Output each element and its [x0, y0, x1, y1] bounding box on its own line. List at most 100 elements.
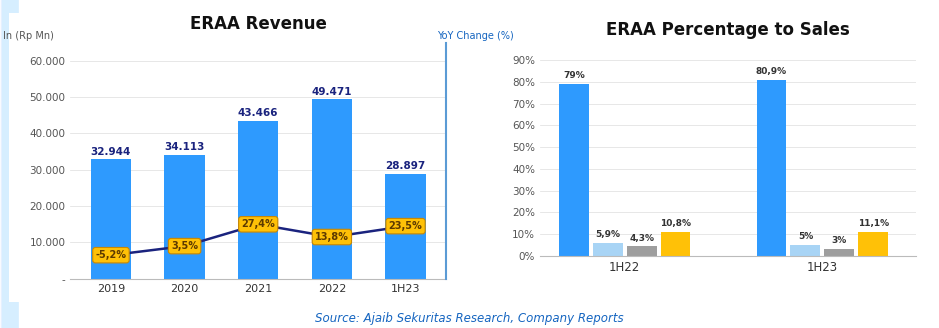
- Bar: [8, 0, 18, 328]
- Bar: [6, 0, 15, 328]
- Bar: [8, 0, 18, 328]
- Bar: [5, 0, 14, 328]
- Bar: [7, 0, 16, 328]
- Bar: [3, 0, 12, 328]
- Bar: [5, 0, 14, 328]
- Bar: [2, 0, 11, 328]
- Bar: [3, 0, 12, 328]
- Bar: [7, 0, 16, 328]
- Bar: [2, 0, 11, 328]
- Bar: [3, 0, 12, 328]
- Bar: [5, 0, 14, 328]
- Bar: [5, 0, 14, 328]
- Bar: [6, 0, 15, 328]
- Bar: [4, 0, 13, 328]
- Bar: [1, 0, 10, 328]
- Bar: [858, 232, 888, 256]
- Bar: [593, 243, 623, 256]
- Bar: [6, 0, 15, 328]
- Text: 43.466: 43.466: [238, 108, 279, 118]
- Bar: [626, 246, 656, 256]
- Bar: [2, 0, 11, 328]
- Bar: [5, 0, 14, 328]
- Bar: [6, 0, 15, 328]
- Bar: [2, 0, 11, 328]
- Bar: [8, 0, 18, 328]
- Bar: [8, 0, 17, 328]
- Text: -5,2%: -5,2%: [96, 250, 127, 260]
- Bar: [7, 0, 16, 328]
- Bar: [5, 0, 14, 328]
- Bar: [9, 0, 19, 328]
- Bar: [9, 0, 19, 328]
- Bar: [6, 0, 15, 328]
- Bar: [5, 0, 14, 328]
- Bar: [791, 245, 821, 256]
- Bar: [1, 0, 10, 328]
- Bar: [7, 0, 16, 328]
- Bar: [6, 0, 15, 328]
- Bar: [8, 0, 18, 328]
- Bar: [4, 0, 13, 328]
- Bar: [7, 0, 16, 328]
- Bar: [1, 0, 10, 328]
- Bar: [6, 0, 15, 328]
- Text: 3%: 3%: [832, 236, 847, 245]
- Bar: [8, 0, 18, 328]
- Text: 10,8%: 10,8%: [660, 219, 691, 228]
- Bar: [8, 0, 17, 328]
- Bar: [1, 0, 10, 328]
- Text: Source: Ajaib Sekuritas Research, Company Reports: Source: Ajaib Sekuritas Research, Compan…: [316, 312, 623, 325]
- Bar: [4, 0, 13, 328]
- Text: 5%: 5%: [798, 232, 813, 241]
- Bar: [8, 0, 17, 328]
- Bar: [7, 0, 16, 328]
- Bar: [1, 0, 10, 328]
- Text: 79%: 79%: [563, 71, 585, 80]
- Bar: [3, 0, 12, 328]
- Bar: [7, 0, 16, 328]
- Bar: [3, 0, 12, 328]
- Bar: [5, 0, 14, 328]
- Bar: [4, 0, 13, 328]
- Bar: [559, 84, 589, 256]
- Title: ERAA Revenue: ERAA Revenue: [190, 15, 327, 33]
- Text: 32.944: 32.944: [91, 147, 131, 156]
- Bar: [8, 0, 17, 328]
- Bar: [4, 0, 13, 328]
- Bar: [8, 0, 17, 328]
- Bar: [9, 0, 19, 328]
- Bar: [8, 0, 17, 328]
- FancyBboxPatch shape: [5, 10, 470, 305]
- Bar: [6, 0, 15, 328]
- Text: YoY Change (%): YoY Change (%): [437, 31, 514, 41]
- Text: 3,5%: 3,5%: [171, 241, 198, 251]
- Bar: [9, 0, 19, 328]
- Bar: [4, 0, 13, 328]
- Text: 11,1%: 11,1%: [857, 219, 888, 228]
- Bar: [0, 0, 9, 328]
- Bar: [8, 0, 18, 328]
- Bar: [0, 0, 9, 328]
- Bar: [2, 0, 11, 328]
- Bar: [8, 0, 17, 328]
- Bar: [8, 0, 17, 328]
- Bar: [3, 0, 12, 328]
- Text: 23,5%: 23,5%: [389, 221, 423, 231]
- Bar: [5, 0, 14, 328]
- Bar: [2, 0, 11, 328]
- Bar: [1, 0, 10, 328]
- Text: 13,8%: 13,8%: [315, 232, 348, 242]
- Bar: [164, 155, 205, 279]
- Bar: [7, 0, 16, 328]
- Bar: [2, 0, 11, 328]
- Text: 34.113: 34.113: [164, 142, 205, 152]
- Bar: [385, 174, 425, 279]
- Bar: [1, 0, 10, 328]
- Title: ERAA Percentage to Sales: ERAA Percentage to Sales: [606, 21, 850, 39]
- Bar: [1, 0, 10, 328]
- FancyBboxPatch shape: [470, 10, 934, 305]
- Bar: [8, 0, 18, 328]
- Bar: [7, 0, 16, 328]
- Text: 27,4%: 27,4%: [241, 219, 275, 229]
